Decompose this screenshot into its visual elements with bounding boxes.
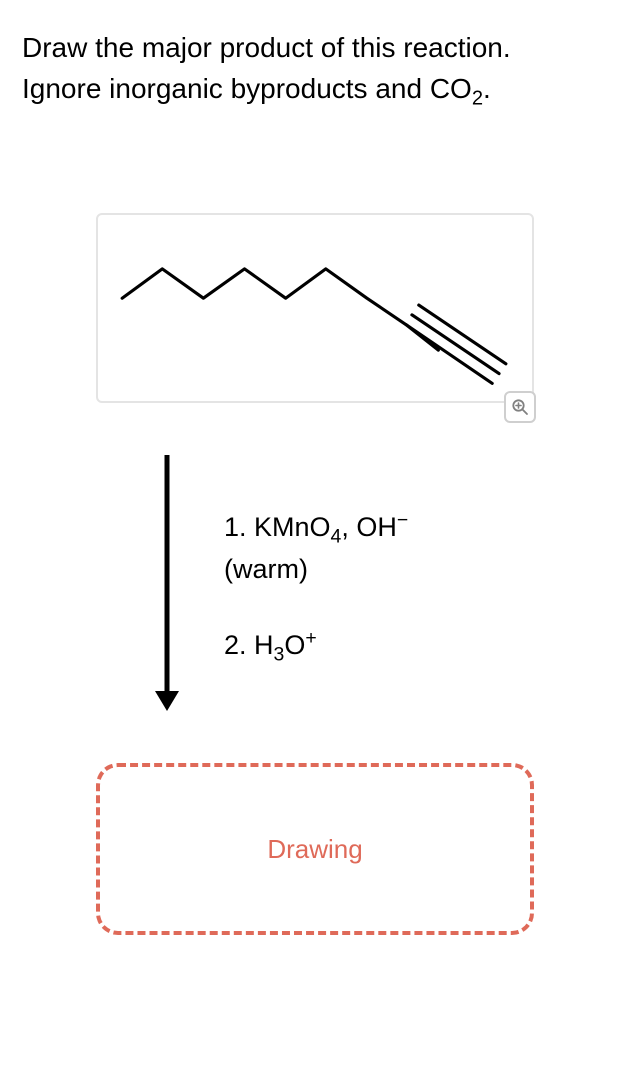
reaction-area: 1. KMnO4, OH− (warm) 2. H3O+ xyxy=(142,447,606,727)
step2-prefix: 2. H xyxy=(224,630,274,660)
reaction-arrow xyxy=(142,447,192,717)
step1-prefix: 1. KMnO xyxy=(224,512,331,542)
question-line1: Draw the major product of this reaction. xyxy=(22,32,511,63)
question-text: Draw the major product of this reaction.… xyxy=(22,28,606,113)
reagent-step1: 1. KMnO4, OH− xyxy=(224,507,408,551)
reagents-block: 1. KMnO4, OH− (warm) 2. H3O+ xyxy=(224,507,408,668)
step1-sup: − xyxy=(397,509,408,531)
drawing-label: Drawing xyxy=(267,834,362,865)
reactant-structure-box[interactable] xyxy=(96,213,534,403)
question-line2-suffix: . xyxy=(483,73,491,104)
zoom-in-button[interactable] xyxy=(504,391,536,423)
drawing-answer-box[interactable]: Drawing xyxy=(96,763,534,935)
zoom-in-icon xyxy=(511,398,529,416)
question-line2-sub: 2 xyxy=(472,87,483,109)
step1-sub: 4 xyxy=(331,526,342,548)
triple-bond xyxy=(406,305,506,383)
step2-sup: + xyxy=(305,627,316,649)
carbon-chain xyxy=(122,269,438,350)
step1-mid: , OH xyxy=(341,512,397,542)
step2-mid: O xyxy=(284,630,305,660)
step2-sub: 3 xyxy=(274,643,285,665)
reactant-structure-svg xyxy=(98,215,532,401)
reagent-step1-paren: (warm) xyxy=(224,551,408,589)
question-line2-prefix: Ignore inorganic byproducts and CO xyxy=(22,73,472,104)
reagent-step2: 2. H3O+ xyxy=(224,625,408,669)
